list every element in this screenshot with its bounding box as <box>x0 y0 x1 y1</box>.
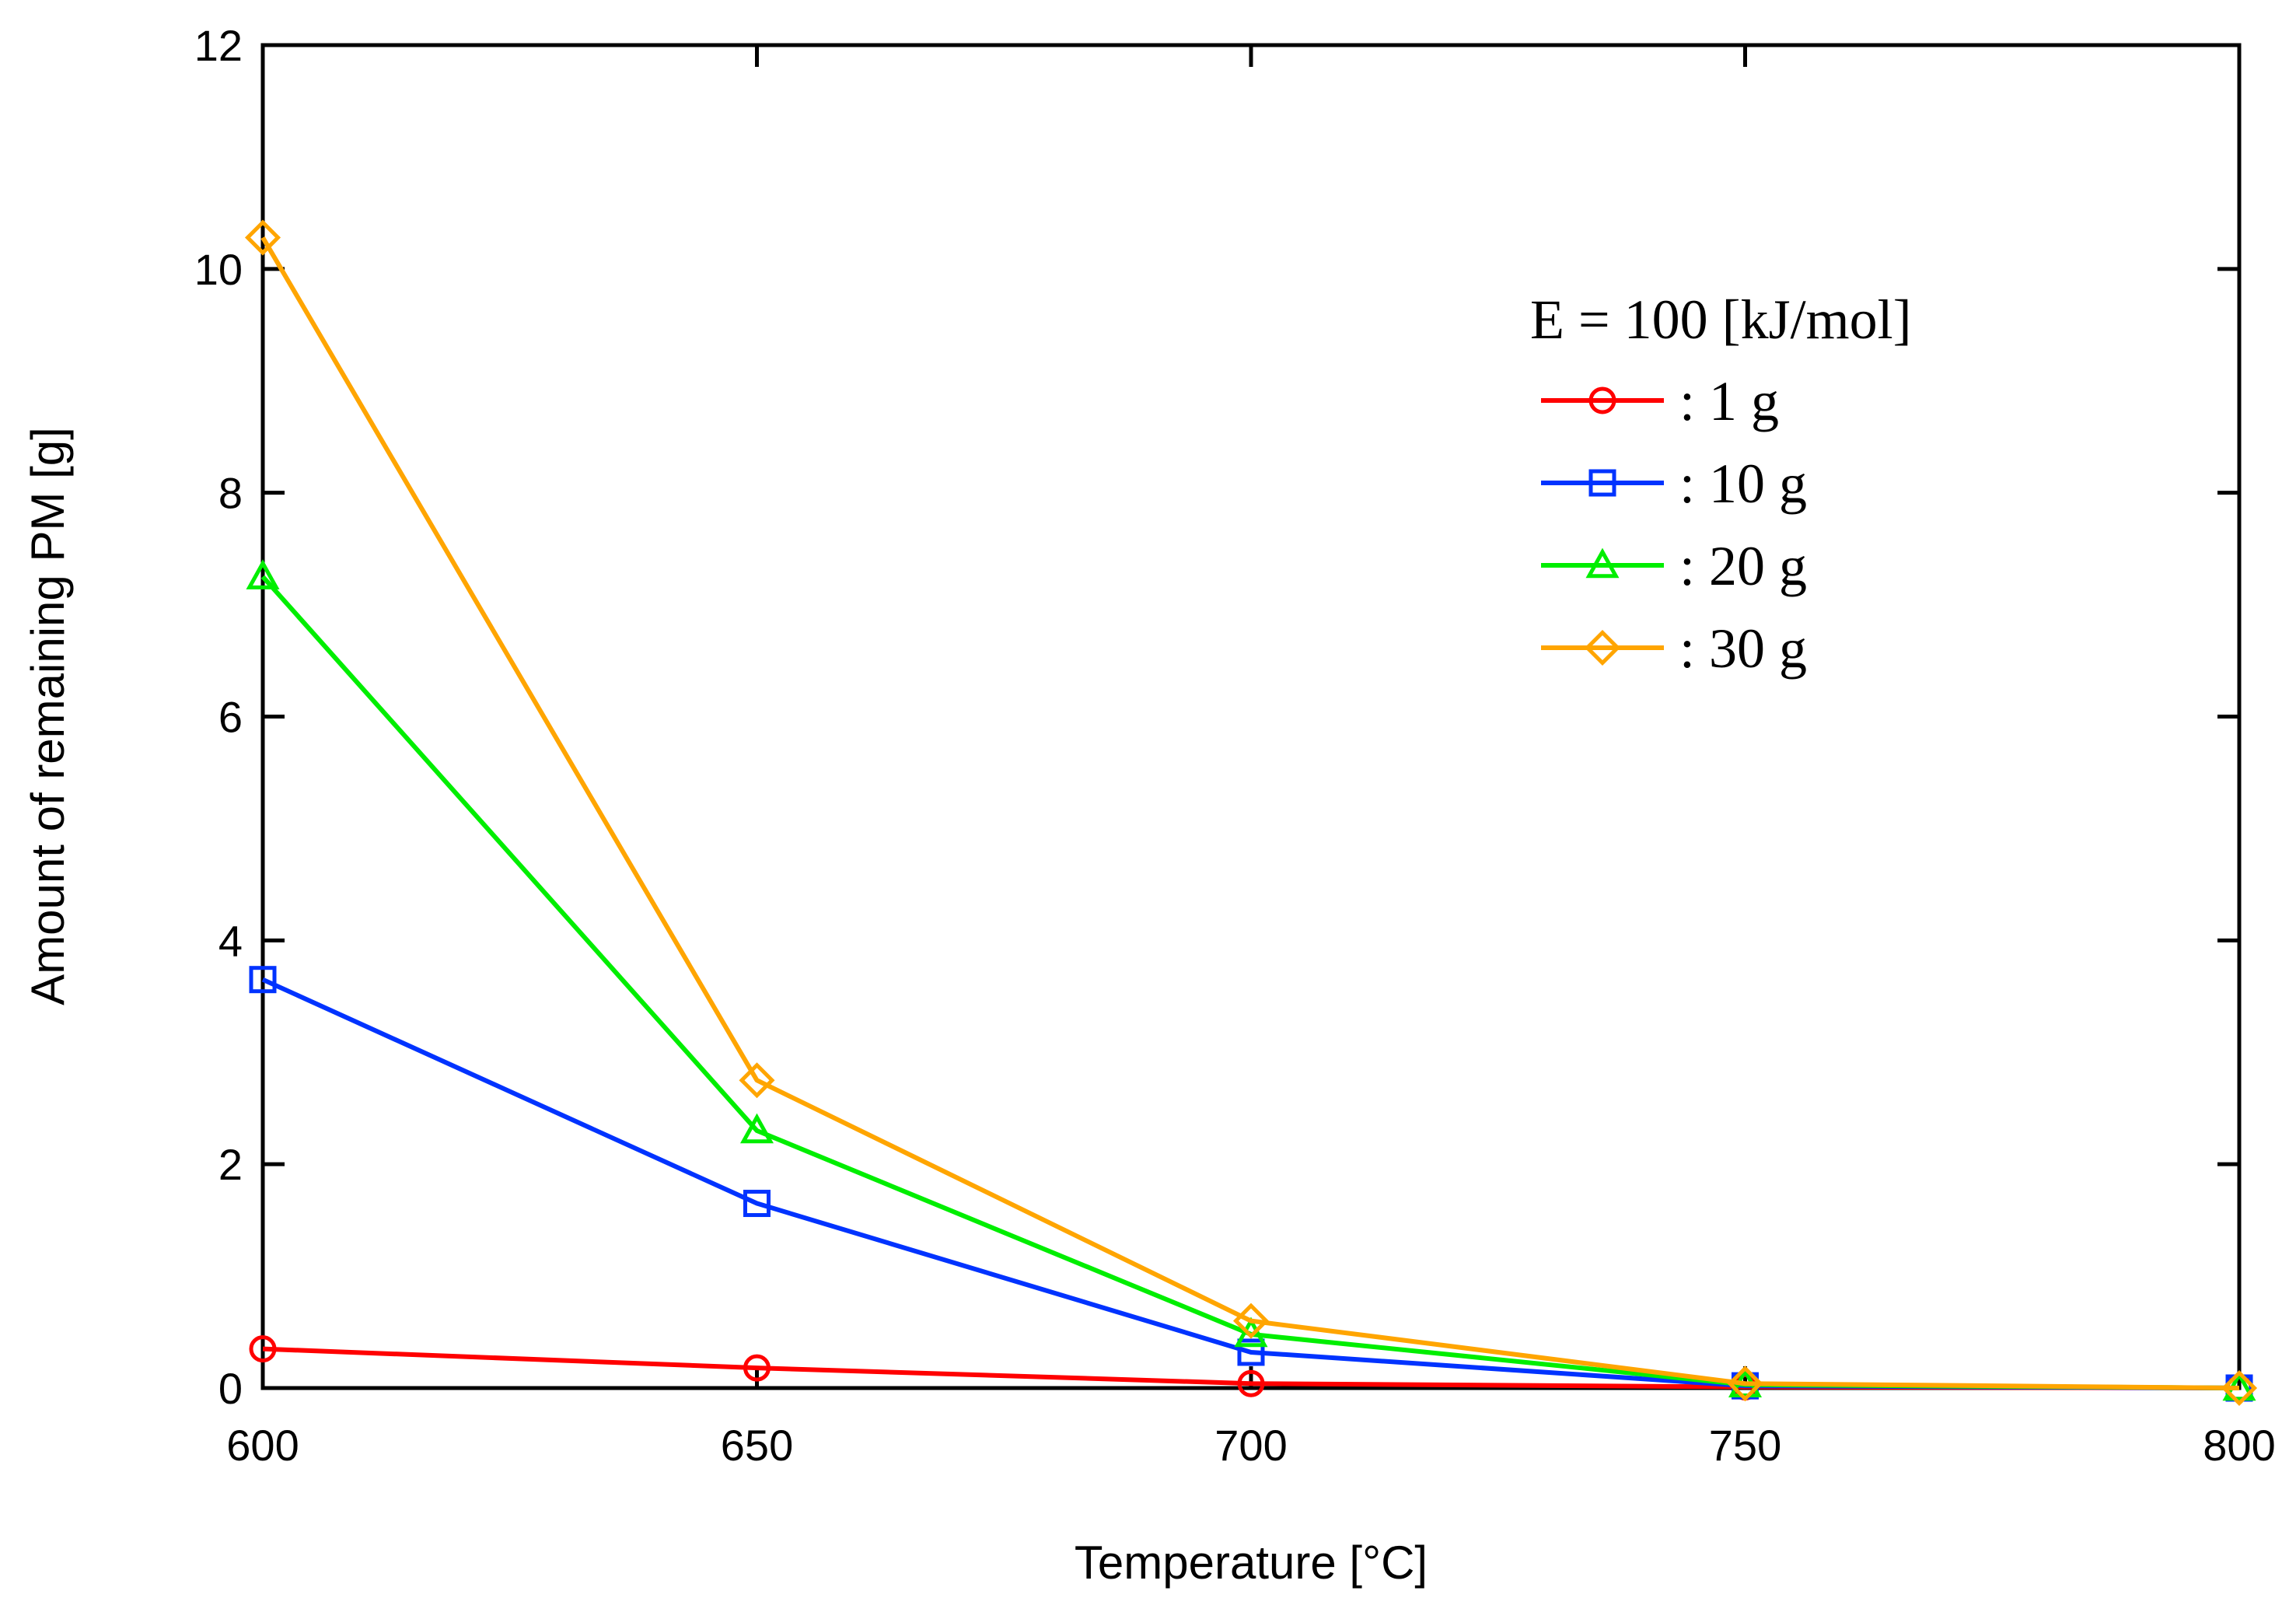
y-tick-label: 4 <box>218 916 243 965</box>
data-point-square <box>743 1190 771 1218</box>
x-axis-title: Temperature [°C] <box>1075 1537 1428 1589</box>
y-tick-label: 0 <box>218 1364 243 1413</box>
data-point-diamond <box>1232 1303 1270 1339</box>
data-point-diamond <box>2221 1369 2258 1407</box>
legend: E = 100 [kJ/mol] : 1 g : 10 g : 20 g : 30 g <box>1530 288 1912 680</box>
data-point-diamond <box>1584 629 1621 666</box>
y-tick-label: 8 <box>218 469 243 518</box>
series-30-g <box>244 219 2258 1407</box>
legend-label: : 1 g <box>1679 370 1779 432</box>
series-line <box>260 236 2240 1390</box>
x-tick-label: 700 <box>1214 1421 1287 1470</box>
data-point-circle <box>1237 1369 1265 1397</box>
legend-label: : 10 g <box>1679 453 1807 515</box>
legend-entry: : 1 g <box>1541 370 1779 432</box>
data-point-square <box>1237 1338 1265 1366</box>
data-point-diamond <box>244 219 281 256</box>
x-tick-label: 650 <box>721 1421 793 1470</box>
y-tick-label: 10 <box>194 245 243 294</box>
data-point-triangle <box>740 1113 774 1144</box>
data-point-circle <box>743 1354 771 1382</box>
x-tick-label: 800 <box>2203 1421 2275 1470</box>
legend-entry: : 10 g <box>1541 453 1807 515</box>
x-tick-label: 600 <box>226 1421 299 1470</box>
data-point-circle <box>1588 386 1616 414</box>
y-axis-ticks: 0 2 4 6 8 10 12 <box>194 21 2239 1413</box>
data-point-triangle <box>246 559 280 589</box>
data-point-diamond <box>739 1062 775 1099</box>
y-axis-title: Amount of remaining PM [g] <box>22 427 74 1005</box>
y-tick-label: 2 <box>218 1140 243 1189</box>
x-axis-ticks: 600 650 700 750 800 <box>226 45 2276 1470</box>
y-tick-label: 12 <box>194 21 243 70</box>
data-point-circle <box>249 1335 277 1363</box>
legend-label: : 20 g <box>1679 535 1807 597</box>
legend-label: : 30 g <box>1679 617 1807 680</box>
legend-entry: : 30 g <box>1541 617 1807 680</box>
data-point-triangle <box>1585 547 1620 579</box>
data-point-triangle <box>1234 1317 1268 1348</box>
series-layer <box>244 219 2258 1407</box>
data-point-square <box>249 966 277 994</box>
data-point-square <box>1588 469 1616 497</box>
y-tick-label: 6 <box>218 693 243 742</box>
data-point-diamond <box>1727 1365 1763 1402</box>
x-tick-label: 750 <box>1709 1421 1781 1470</box>
legend-entry: : 20 g <box>1541 535 1807 597</box>
legend-title: E = 100 [kJ/mol] <box>1530 288 1912 351</box>
